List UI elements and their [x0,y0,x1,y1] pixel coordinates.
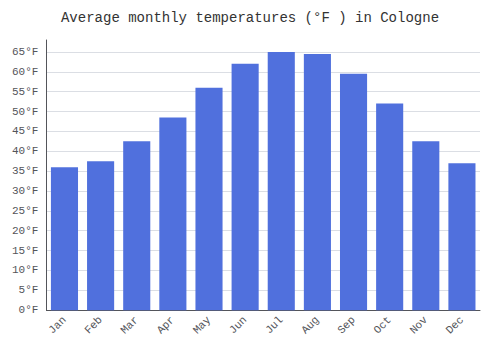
svg-text:20°F: 20°F [12,225,38,237]
svg-text:15°F: 15°F [12,245,38,257]
svg-text:55°F: 55°F [12,86,38,98]
svg-text:Jul: Jul [263,314,285,336]
svg-text:30°F: 30°F [12,185,38,197]
svg-text:Average monthly temperatures (: Average monthly temperatures (°F ) in Co… [61,10,439,26]
svg-text:45°F: 45°F [12,125,38,137]
svg-text:Nov: Nov [408,314,431,337]
svg-text:Jun: Jun [227,314,249,336]
svg-text:5°F: 5°F [19,284,39,296]
svg-text:50°F: 50°F [12,106,38,118]
svg-text:25°F: 25°F [12,205,38,217]
svg-text:40°F: 40°F [12,145,38,157]
svg-text:May: May [191,314,214,337]
svg-text:Feb: Feb [82,314,104,336]
svg-text:0°F: 0°F [19,304,39,316]
svg-text:Aug: Aug [299,314,321,336]
svg-text:Sep: Sep [335,314,357,336]
svg-text:Jan: Jan [46,314,68,336]
svg-text:60°F: 60°F [12,66,38,78]
svg-text:10°F: 10°F [12,264,38,276]
svg-text:Apr: Apr [155,314,177,336]
svg-text:Mar: Mar [119,314,141,336]
svg-text:Oct: Oct [371,314,393,336]
svg-text:35°F: 35°F [12,165,38,177]
svg-text:Dec: Dec [444,314,466,336]
svg-text:65°F: 65°F [12,46,38,58]
